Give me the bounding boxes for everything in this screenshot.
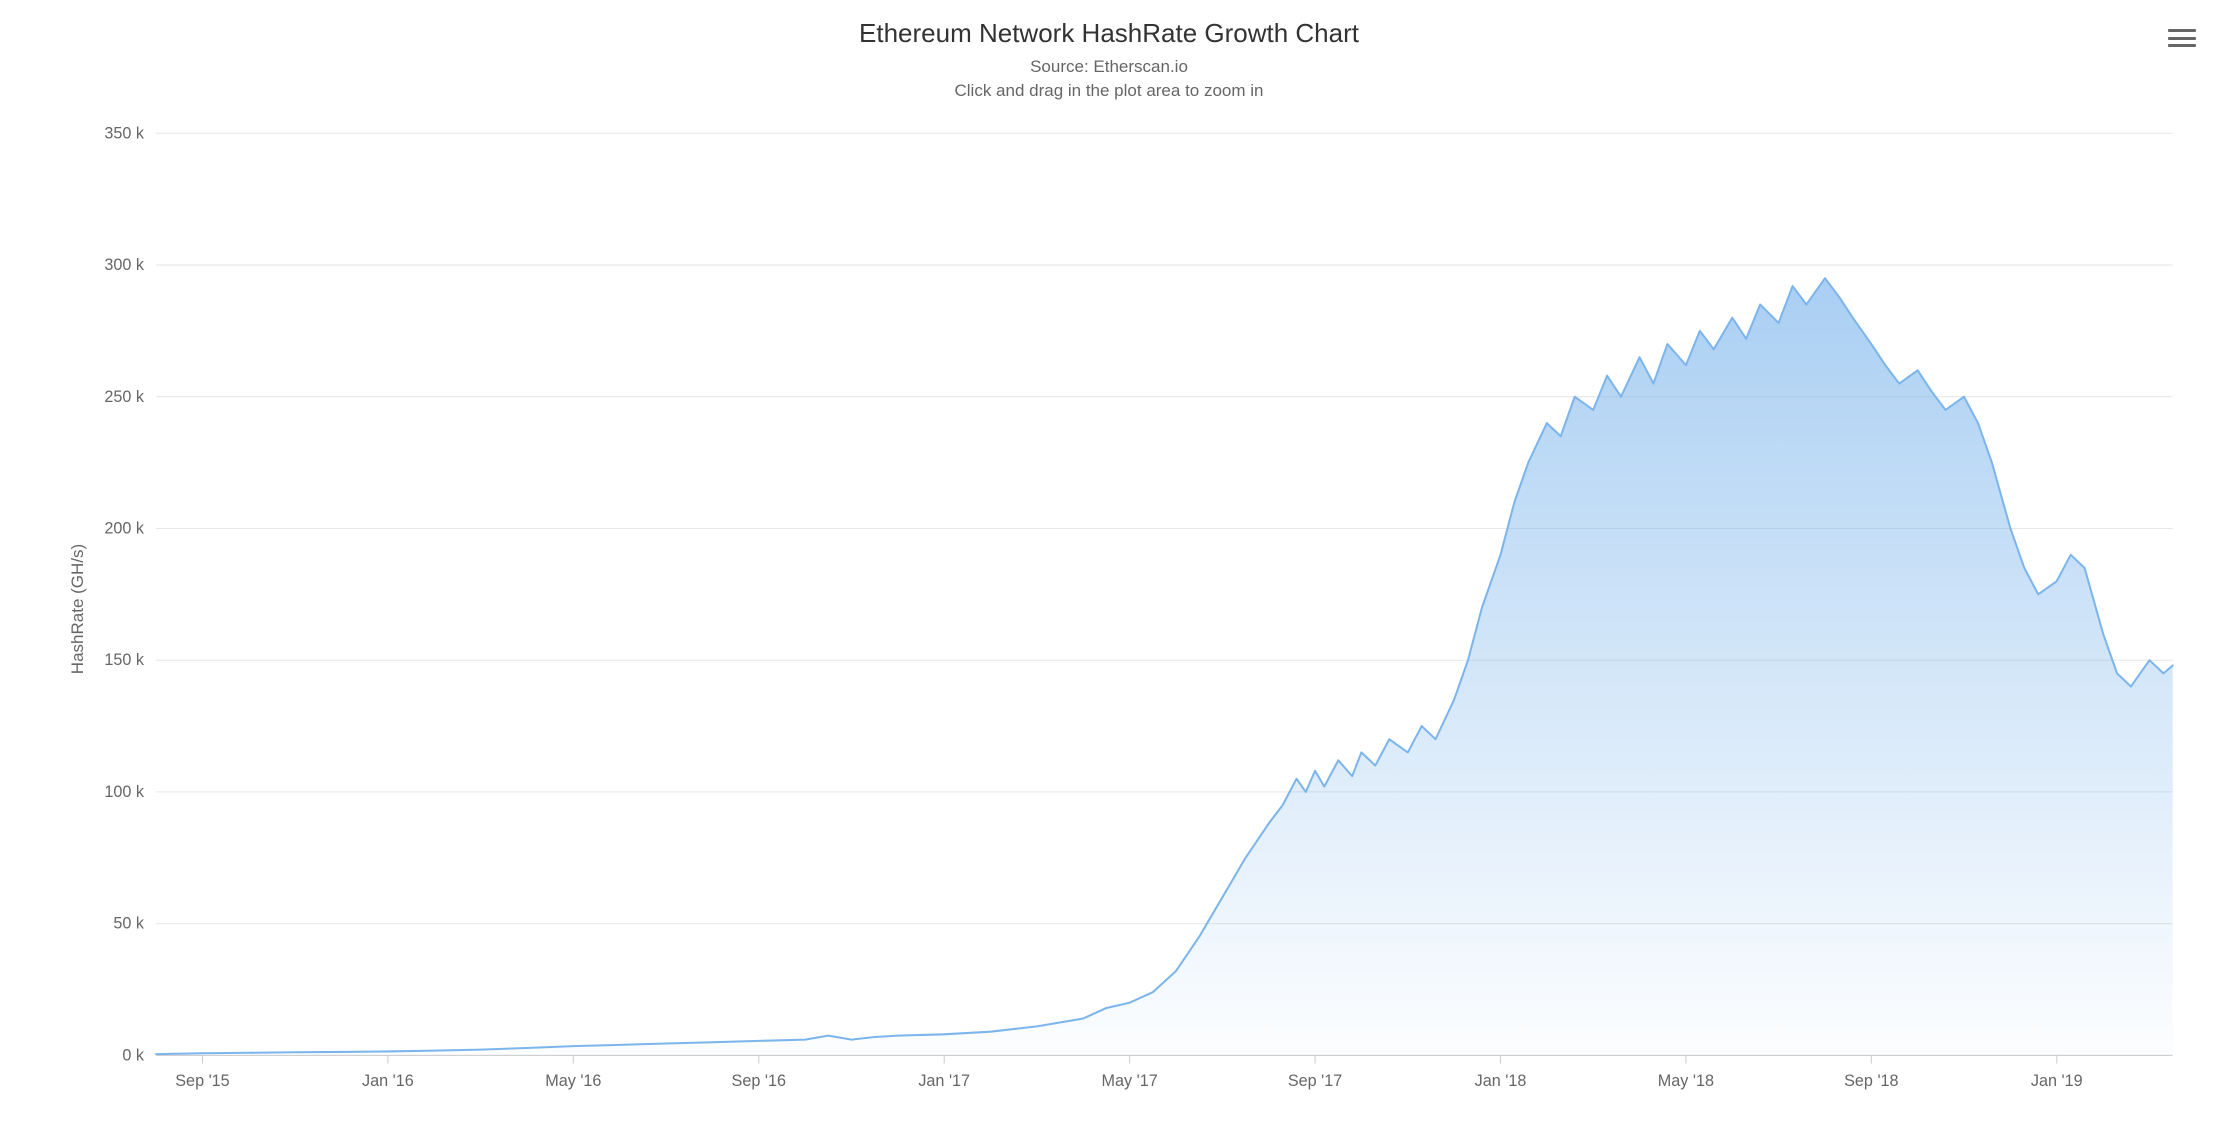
area-fill — [156, 278, 2173, 1055]
y-tick-label: 250 k — [104, 387, 145, 405]
y-tick-label: 200 k — [104, 519, 145, 537]
y-tick-label: 0 k — [122, 1046, 145, 1064]
chart-menu-button[interactable] — [2168, 26, 2196, 50]
y-axis-title: HashRate (GH/s) — [68, 544, 88, 674]
x-tick-label: Sep '16 — [732, 1071, 786, 1089]
plot-area-wrapper: HashRate (GH/s) 0 k 50 k 100 k 150 k 200 k 25… — [70, 113, 2198, 1106]
chart-subtitle-source: Source: Etherscan.io — [1030, 57, 1188, 76]
y-tick-label: 150 k — [104, 651, 145, 669]
x-tick-label: Jan '18 — [1475, 1071, 1527, 1089]
y-tick-label: 300 k — [104, 256, 145, 274]
x-tick-label: Jan '16 — [362, 1071, 414, 1089]
x-tick-label: May '17 — [1102, 1071, 1158, 1089]
x-tick-label: Sep '17 — [1288, 1071, 1342, 1089]
chart-subtitle-hint: Click and drag in the plot area to zoom … — [954, 81, 1263, 100]
x-tick-label: Jan '19 — [2031, 1071, 2083, 1089]
y-tick-label: 100 k — [104, 783, 145, 801]
chart-titles: Ethereum Network HashRate Growth Chart S… — [0, 0, 2218, 103]
chart-subtitle: Source: Etherscan.io Click and drag in t… — [0, 55, 2218, 103]
chart-svg[interactable]: 0 k 50 k 100 k 150 k 200 k 250 k 300 k 350 k Sep… — [70, 113, 2198, 1106]
hamburger-icon — [2168, 37, 2196, 40]
y-tick-label: 50 k — [113, 914, 145, 932]
x-tick-label: Sep '15 — [175, 1071, 229, 1089]
y-tick-label: 350 k — [104, 124, 145, 142]
hamburger-icon — [2168, 29, 2196, 32]
hamburger-icon — [2168, 44, 2196, 47]
chart-container: Ethereum Network HashRate Growth Chart S… — [0, 0, 2218, 1106]
x-tick-label: Jan '17 — [918, 1071, 970, 1089]
x-tick-label: May '16 — [545, 1071, 601, 1089]
x-tick-label: Sep '18 — [1844, 1071, 1898, 1089]
chart-title: Ethereum Network HashRate Growth Chart — [0, 18, 2218, 49]
x-tick-label: May '18 — [1658, 1071, 1714, 1089]
